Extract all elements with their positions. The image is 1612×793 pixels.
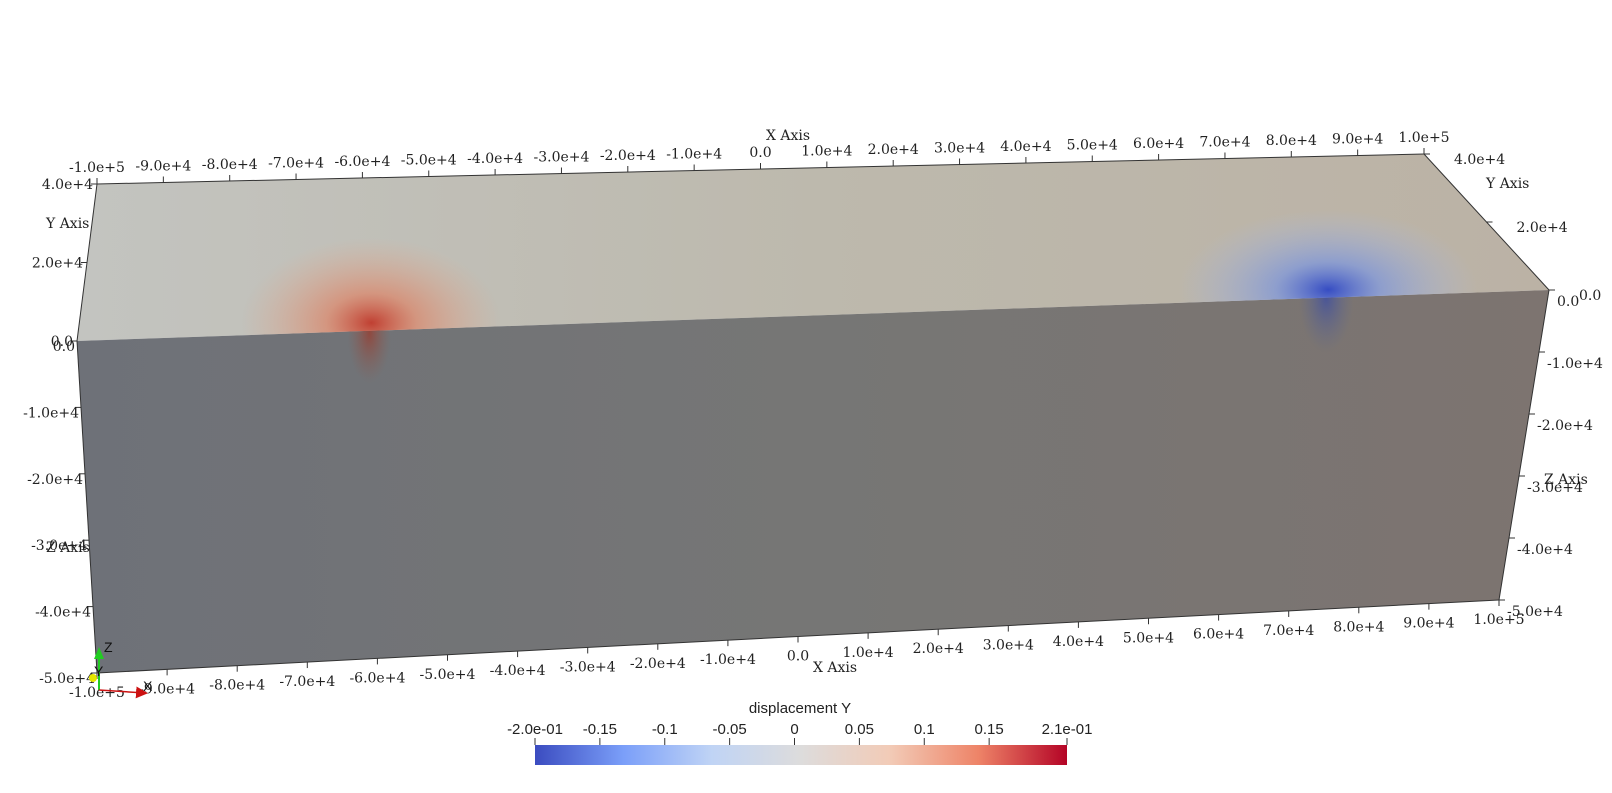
tick-label: -7.0e+4 bbox=[279, 674, 335, 690]
y-axis-title-right: Y Axis bbox=[1485, 176, 1529, 192]
color-legend: displacement Y -2.0e-01 -0.15 -0.1 -0.05 0 0.… bbox=[507, 700, 1092, 765]
tick-label: 1.0e+4 bbox=[801, 144, 852, 160]
colorbar-tick-label: 0 bbox=[790, 721, 798, 738]
tick-label: -3.0e+4 bbox=[533, 150, 589, 166]
tick-label: -3.0e+4 bbox=[1527, 480, 1583, 496]
colorbar-tick-label: 2.1e-01 bbox=[1042, 721, 1093, 738]
tick-label: -1.0e+5 bbox=[69, 160, 125, 176]
tick-label: 9.0e+4 bbox=[1332, 132, 1383, 148]
tick-label: 4.0e+4 bbox=[42, 177, 93, 193]
colorbar-tick-label: 0.05 bbox=[845, 721, 874, 738]
orientation-x-arrow bbox=[98, 686, 148, 699]
tick-label: -5.0e+4 bbox=[401, 153, 457, 169]
x-axis-top-ticks: -1.0e+5 -9.0e+4 -8.0e+4 -7.0e+4 -6.0e+4 -5.0e… bbox=[69, 130, 1450, 176]
orientation-y-dot bbox=[89, 674, 97, 682]
tick-label: 2.0e+4 bbox=[32, 256, 83, 272]
tick-label: 0.0 bbox=[51, 334, 73, 350]
tick-label: -2.0e+4 bbox=[630, 656, 686, 672]
tick-label: 3.0e+4 bbox=[934, 141, 985, 157]
tick-label: -2.0e+4 bbox=[600, 148, 656, 164]
tick-label: -8.0e+4 bbox=[202, 157, 258, 173]
tick-label: -1.0e+5 bbox=[69, 685, 125, 701]
tick-label: -4.0e+4 bbox=[490, 663, 546, 679]
tick-label: -5.0e+4 bbox=[1507, 604, 1563, 620]
tick-label: 4.0e+4 bbox=[1454, 152, 1505, 168]
z-axis-right-ticks: 0.0 -1.0e+4 -2.0e+4 -3.0e+4 -4.0e+4 -5.0e+4 bbox=[1507, 294, 1603, 620]
tick-label: -3.0e+4 bbox=[31, 538, 87, 554]
y-axis-title-left: Y Axis bbox=[45, 216, 89, 232]
z-axis-left-ticks: 0.0 -1.0e+4 -2.0e+4 -3.0e+4 -4.0e+4 -5.0e+4 bbox=[23, 339, 95, 687]
tick-label: -2.0e+4 bbox=[27, 472, 83, 488]
tick-label: 2.0e+4 bbox=[1517, 220, 1568, 236]
tick-label: -2.0e+4 bbox=[1537, 418, 1593, 434]
box-front-face bbox=[77, 290, 1549, 673]
tick-label: -5.0e+4 bbox=[420, 667, 476, 683]
tick-label: -1.0e+4 bbox=[700, 652, 756, 668]
z-arrow-head-icon bbox=[94, 647, 104, 659]
tick-label: 4.0e+4 bbox=[1000, 139, 1051, 155]
tick-label: 0.0 bbox=[1557, 294, 1579, 310]
orientation-x-label: X bbox=[143, 678, 153, 694]
tick-label: 8.0e+4 bbox=[1266, 133, 1317, 149]
tick-label: 6.0e+4 bbox=[1193, 627, 1244, 643]
tick-label: -9.0e+4 bbox=[135, 159, 191, 175]
tick-label: 5.0e+4 bbox=[1067, 138, 1118, 154]
y-axis-left-ticks: 4.0e+4 2.0e+4 0.0 bbox=[32, 177, 93, 350]
orientation-z-label: Z bbox=[104, 639, 113, 655]
colorbar-tick-label: -0.1 bbox=[652, 721, 678, 738]
tick-label: -6.0e+4 bbox=[349, 670, 405, 686]
tick-label: -4.0e+4 bbox=[1517, 542, 1573, 558]
colorbar-tick-label: -2.0e-01 bbox=[507, 721, 563, 738]
tick-label: 1.0e+5 bbox=[1398, 130, 1449, 146]
tick-label: -5.0e+4 bbox=[39, 671, 95, 687]
tick-label: 0.0 bbox=[749, 145, 771, 161]
colorbar-tick-label: 0.15 bbox=[975, 721, 1004, 738]
orientation-axes-widget: Z Y X bbox=[89, 639, 153, 699]
tick-label: 6.0e+4 bbox=[1133, 136, 1184, 152]
tick-label: 1.0e+4 bbox=[843, 645, 894, 661]
tick-label: -3.0e+4 bbox=[560, 659, 616, 675]
colorbar-tick-label: 0.1 bbox=[914, 721, 935, 738]
x-axis-title-bottom: X Axis bbox=[813, 660, 857, 676]
colorbar-tick-label: -0.05 bbox=[713, 721, 747, 738]
tick-label: 7.0e+4 bbox=[1199, 135, 1250, 151]
y-axis-right-ticks: 4.0e+4 2.0e+4 0.0 bbox=[1454, 152, 1601, 304]
tick-label: 1.0e+5 bbox=[1473, 612, 1524, 628]
tick-label: 4.0e+4 bbox=[1053, 634, 1104, 650]
tick-label: 0.0 bbox=[787, 649, 809, 665]
colorbar-tick-label: -0.15 bbox=[583, 721, 617, 738]
tick-label: 2.0e+4 bbox=[868, 142, 919, 158]
tick-label: 3.0e+4 bbox=[983, 638, 1034, 654]
hotspot-positive-top bbox=[241, 237, 502, 341]
tick-label: 8.0e+4 bbox=[1333, 619, 1384, 635]
z-axis-title-right: Z Axis bbox=[1544, 472, 1588, 488]
tick-label: -1.0e+4 bbox=[23, 405, 79, 421]
colorbar-title: displacement Y bbox=[749, 700, 851, 717]
tick-label: 9.0e+4 bbox=[1403, 616, 1454, 632]
x-axis-title-top: X Axis bbox=[766, 128, 810, 144]
tick-label: -6.0e+4 bbox=[334, 154, 390, 170]
tick-label: 2.0e+4 bbox=[913, 641, 964, 657]
model-box[interactable] bbox=[71, 148, 1555, 679]
tick-label: 0.0 bbox=[53, 339, 75, 355]
tick-label: -8.0e+4 bbox=[209, 678, 265, 694]
tick-label: -1.0e+4 bbox=[1547, 356, 1603, 372]
tick-label: 5.0e+4 bbox=[1123, 630, 1174, 646]
z-axis-title-left: Z Axis bbox=[46, 540, 90, 556]
x-axis-bottom-ticks: -1.0e+5 -9.0e+4 -8.0e+4 -7.0e+4 -6.0e+4 -5.0e… bbox=[69, 612, 1525, 701]
tick-label: -4.0e+4 bbox=[35, 605, 91, 621]
orientation-y-label: Y bbox=[94, 663, 104, 679]
tick-label: -1.0e+4 bbox=[666, 147, 722, 163]
tick-label: -4.0e+4 bbox=[467, 151, 523, 167]
tick-label: -9.0e+4 bbox=[139, 681, 195, 697]
tick-label: 0.0 bbox=[1579, 288, 1601, 304]
colorbar-ramp bbox=[535, 745, 1067, 765]
tick-label: 7.0e+4 bbox=[1263, 623, 1314, 639]
tick-label: -7.0e+4 bbox=[268, 156, 324, 172]
